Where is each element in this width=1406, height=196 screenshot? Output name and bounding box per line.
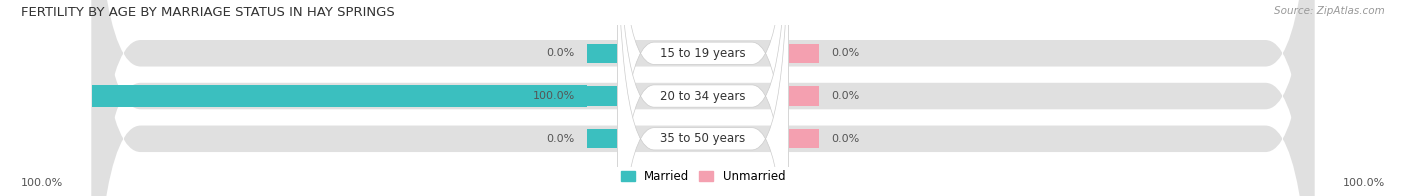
Bar	[586, 44, 617, 63]
Text: 0.0%: 0.0%	[547, 48, 575, 58]
Text: 0.0%: 0.0%	[831, 134, 859, 144]
Bar	[789, 129, 820, 148]
Text: 100.0%: 100.0%	[21, 178, 63, 188]
FancyBboxPatch shape	[91, 0, 1315, 196]
FancyBboxPatch shape	[617, 0, 789, 196]
Text: FERTILITY BY AGE BY MARRIAGE STATUS IN HAY SPRINGS: FERTILITY BY AGE BY MARRIAGE STATUS IN H…	[21, 6, 395, 19]
FancyBboxPatch shape	[617, 0, 789, 196]
Legend: Married, Unmarried: Married, Unmarried	[616, 166, 790, 188]
FancyBboxPatch shape	[91, 0, 1315, 196]
Text: 0.0%: 0.0%	[547, 134, 575, 144]
Text: 35 to 50 years: 35 to 50 years	[661, 132, 745, 145]
Text: Source: ZipAtlas.com: Source: ZipAtlas.com	[1274, 6, 1385, 16]
Text: 0.0%: 0.0%	[831, 91, 859, 101]
Text: 100.0%: 100.0%	[533, 91, 575, 101]
Bar	[91, 85, 586, 107]
Bar	[586, 86, 617, 106]
Text: 15 to 19 years: 15 to 19 years	[661, 47, 745, 60]
Text: 20 to 34 years: 20 to 34 years	[661, 90, 745, 103]
FancyBboxPatch shape	[617, 0, 789, 196]
Bar	[789, 44, 820, 63]
FancyBboxPatch shape	[91, 0, 1315, 196]
Text: 0.0%: 0.0%	[831, 48, 859, 58]
Bar	[789, 86, 820, 106]
Text: 100.0%: 100.0%	[1343, 178, 1385, 188]
Bar	[586, 129, 617, 148]
